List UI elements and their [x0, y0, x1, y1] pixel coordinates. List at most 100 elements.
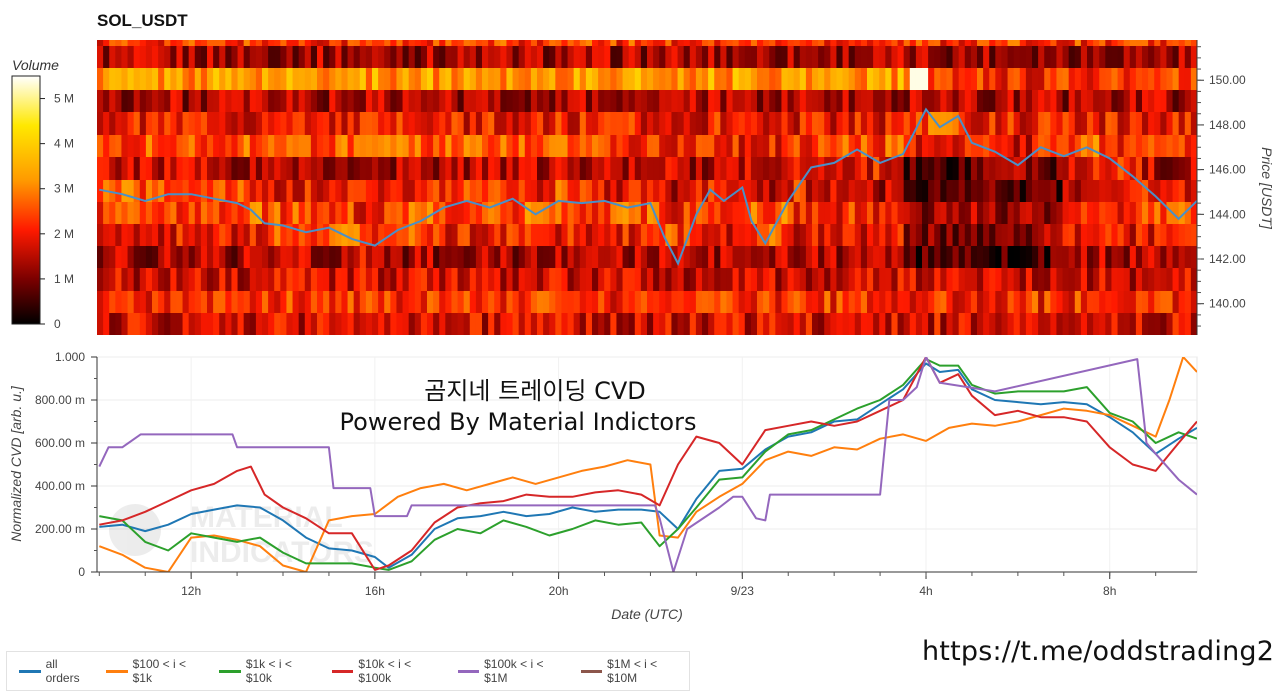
heatmap-cell [158, 90, 165, 112]
heatmap-cell [390, 90, 398, 112]
heatmap-cell [506, 202, 514, 224]
heatmap-cell [757, 157, 764, 180]
heatmap-cell [292, 224, 300, 246]
heatmap-cell [207, 291, 214, 313]
heatmap-cell [475, 135, 483, 157]
heatmap-cell [665, 90, 673, 112]
legend-item[interactable]: $10k < i < $100k [331, 657, 446, 685]
legend-item[interactable]: $100k < i < $1M [457, 657, 569, 685]
heatmap-cell [402, 202, 410, 224]
heatmap-cell [983, 202, 990, 224]
heatmap-cell [793, 135, 801, 157]
heatmap-cell [561, 180, 569, 202]
heatmap-cell [463, 224, 471, 246]
heatmap-cell [1080, 180, 1088, 202]
heatmap-cell [524, 40, 532, 46]
heatmap-cell [1001, 157, 1009, 180]
heatmap-cell [207, 90, 214, 112]
heatmap-cell [518, 46, 526, 68]
heatmap-cell [799, 313, 807, 335]
heatmap-cell [170, 202, 178, 224]
heatmap-cell [647, 68, 654, 90]
heatmap-cell [757, 40, 764, 46]
heatmap-cell [946, 268, 954, 291]
heatmap-cell [775, 291, 783, 313]
legend-item[interactable]: $1M < i < $10M [580, 657, 689, 685]
heatmap-cell [249, 291, 257, 313]
heatmap-cell [414, 40, 422, 46]
legend-item[interactable]: $100 < i < $1k [106, 657, 207, 685]
heatmap-cell [977, 90, 984, 112]
heatmap-cell [255, 202, 263, 224]
heatmap-cell [1087, 90, 1094, 112]
heatmap-cell [390, 202, 398, 224]
cvd-series--100k-i-1m [98, 357, 1197, 572]
telegram-link[interactable]: https://t.me/oddstrading2 [922, 636, 1275, 667]
heatmap-cell [518, 135, 526, 157]
heatmap-cell [750, 40, 758, 46]
heatmap-cell [152, 90, 159, 112]
heatmap-cell [549, 291, 556, 313]
heatmap-cell [1190, 202, 1197, 224]
heatmap-cell [592, 40, 599, 46]
heatmap-cell [781, 40, 789, 46]
heatmap-cell [213, 112, 220, 135]
heatmap-cell [164, 291, 171, 313]
heatmap-cell [200, 180, 208, 202]
legend-item[interactable]: all orders [19, 657, 94, 685]
heatmap-cell [781, 135, 789, 157]
heatmap-cell [329, 268, 336, 291]
heatmap-cell [750, 112, 758, 135]
heatmap-cell [133, 68, 141, 90]
heatmap-cell [1117, 135, 1125, 157]
heatmap-cell [1074, 135, 1082, 157]
cvd-series--100-i-1k [98, 357, 1197, 572]
heatmap-cell [524, 246, 532, 268]
heatmap-cell [219, 46, 226, 68]
heatmap-cell [989, 246, 996, 268]
heatmap-cell [537, 202, 544, 224]
heatmap-cell [879, 268, 886, 291]
heatmap-cell [255, 157, 263, 180]
heatmap-cell [818, 135, 825, 157]
heatmap-cell [818, 40, 825, 46]
heatmap-cell [677, 313, 685, 335]
heatmap-cell [420, 135, 428, 157]
heatmap-cell [292, 157, 300, 180]
heatmap-cell [885, 112, 893, 135]
heatmap-cell [695, 313, 703, 335]
heatmap-cell [219, 180, 226, 202]
heatmap-cell [836, 157, 844, 180]
heatmap-cell [573, 90, 581, 112]
heatmap-cell [121, 291, 129, 313]
heatmap-cell [934, 291, 941, 313]
heatmap-cell [579, 268, 587, 291]
heatmap-cell [934, 224, 941, 246]
heatmap-cell [1160, 246, 1168, 268]
heatmap-cell [262, 46, 269, 68]
legend-item[interactable]: $1k < i < $10k [219, 657, 320, 685]
heatmap-cell [1056, 90, 1064, 112]
heatmap-cell [616, 135, 624, 157]
heatmap-cell [867, 90, 874, 112]
heatmap-cell [934, 135, 941, 157]
heatmap-cell [922, 313, 929, 335]
heatmap-cell [402, 224, 410, 246]
heatmap-cell [567, 291, 575, 313]
heatmap-cell [928, 246, 935, 268]
heatmap-cell [500, 268, 508, 291]
heatmap-cell [451, 224, 459, 246]
heatmap-cell [1148, 90, 1155, 112]
heatmap-cell [145, 313, 153, 335]
heatmap-cell [109, 202, 116, 224]
heatmap-cell [824, 135, 831, 157]
heatmap-cell [677, 180, 685, 202]
heatmap-cell [1172, 68, 1180, 90]
heatmap-cell [243, 46, 251, 68]
heatmap-cell [665, 202, 673, 224]
heatmap-cell [439, 68, 446, 90]
heatmap-cell [995, 224, 1003, 246]
heatmap-cell [867, 46, 874, 68]
heatmap-cell [702, 112, 709, 135]
